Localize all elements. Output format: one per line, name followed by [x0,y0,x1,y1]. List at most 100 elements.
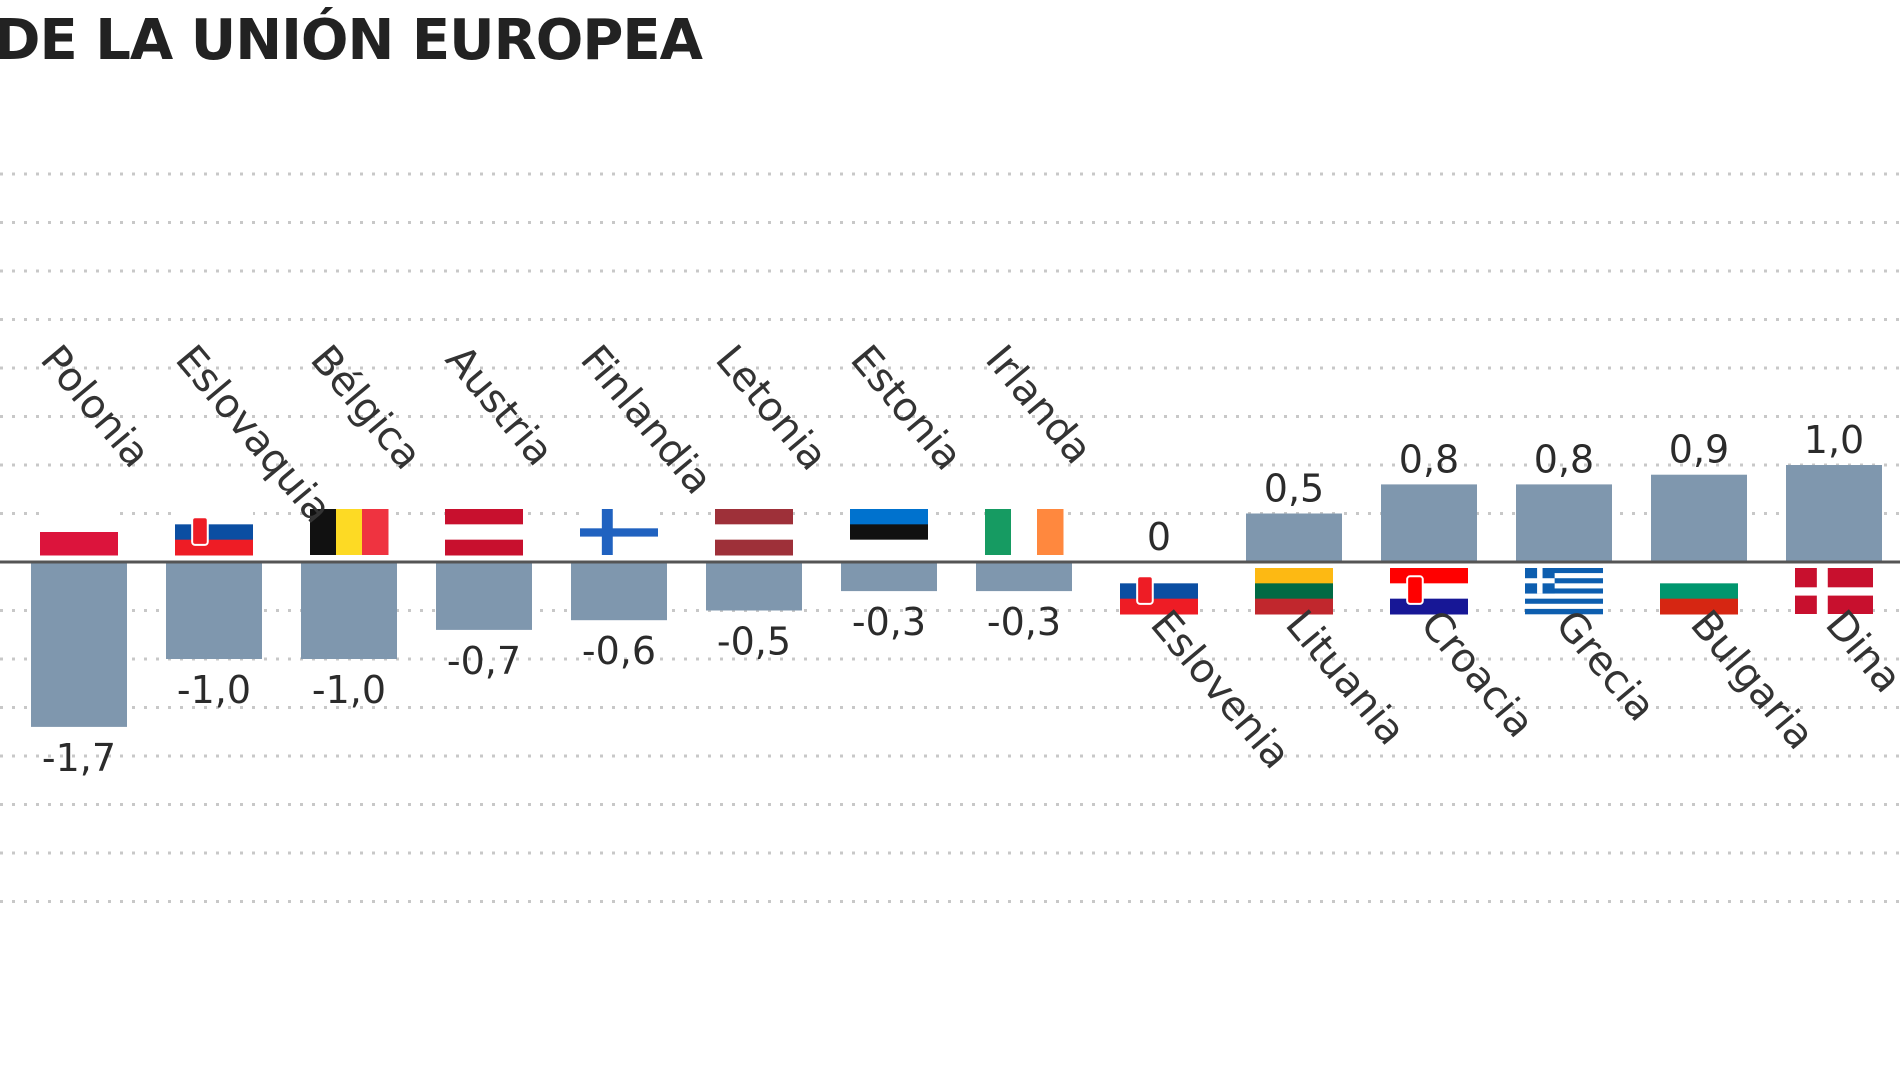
flag [985,509,1064,555]
bars [31,465,1882,727]
flag-stripe [1525,573,1603,579]
bar [1381,484,1477,562]
bar [166,562,262,659]
bar [31,562,127,727]
flag-stripe [1120,568,1198,584]
flag-stripe [1390,583,1468,600]
category-label: Bélgica [301,337,430,479]
flag [1795,568,1873,614]
category-label: Eslovenia [1141,602,1299,778]
flag-stripe [1660,568,1738,584]
flag-stripe [850,509,928,525]
flag-stripe [310,509,337,555]
chart-title: DE LA UNIÓN EUROPEA [0,8,703,73]
flag-emblem [1136,575,1154,605]
flag [715,509,793,556]
category-label: Dina [1816,602,1900,702]
flag-stripe [445,539,523,556]
value-label: 0,5 [1264,467,1324,511]
flag-stripe [1255,568,1333,584]
flag-stripe [1525,588,1603,594]
category-label: Irlanda [976,337,1101,473]
flag [40,509,118,556]
flag-stripe [175,539,253,556]
flag [310,509,389,555]
category-label: Croacia [1411,602,1543,747]
flag-cross [580,528,658,537]
flag [1660,568,1738,615]
flag-stripe [1525,593,1603,599]
flag-stripe [1390,568,1468,584]
flag-stripe [175,524,253,541]
value-label: -1,7 [42,736,116,780]
value-label: 1,0 [1804,418,1864,462]
flag-stripe [1525,598,1603,605]
flag-stripe [1525,578,1603,584]
category-label: Polonia [31,337,159,477]
bar [841,562,937,592]
value-labels: -1,7 -1,0 -1,0 -0,7 -0,6 -0,5 -0,3 -0,3 0 0,5 0,8 0… [42,418,1864,780]
value-label: -0,3 [852,600,926,644]
value-label: -0,5 [717,620,791,664]
flag-stripe [1525,603,1603,610]
value-label: 0,9 [1669,428,1729,472]
value-label: 0,8 [1399,437,1459,481]
value-label: -1,0 [177,668,251,712]
flag-emblem [191,516,209,546]
value-label: -1,0 [312,668,386,712]
flag-stripe [175,509,253,525]
flag [1120,568,1198,615]
flag-emblem [1406,575,1424,605]
category-label: Austria [436,337,562,475]
bar [1651,474,1747,562]
bar [571,562,667,621]
flag [1390,568,1468,615]
value-label: -0,6 [582,629,656,673]
flag-stripe [1660,583,1738,600]
flag-stripe [1011,509,1038,555]
flag [445,509,523,556]
category-label: Letonia [706,337,836,479]
bar [436,562,532,630]
category-label: Grecia [1546,602,1664,730]
flag-stripe [336,509,363,555]
flag-stripe [1525,608,1603,615]
bar [706,562,802,611]
flag-stripe [40,532,118,556]
flag-stripe [1255,598,1333,615]
bar [1516,484,1612,562]
category-label: Lituania [1276,602,1414,754]
flag-stripe [40,509,118,533]
flag-cross [1525,578,1555,584]
flag-stripe [1525,583,1603,589]
flag [1255,568,1333,615]
flag-stripe [850,524,928,541]
flag-stripe [445,524,523,541]
flag-stripe [985,509,1012,555]
flags [40,509,1873,615]
flag-stripe [850,539,928,556]
bar [1786,465,1882,562]
flag [850,509,928,556]
flag-stripe [1660,598,1738,615]
value-label: -0,3 [987,600,1061,644]
value-label: -0,7 [447,639,521,683]
category-label: Estonia [841,337,971,479]
flag-stripe [445,509,523,525]
bar [976,562,1072,592]
flag-stripe [715,524,793,541]
flag-stripe [715,509,793,525]
flag-stripe [1525,568,1603,574]
flag-stripe [1037,509,1064,555]
category-label: Bulgaria [1681,602,1823,759]
flag-cross [1795,587,1873,596]
bar [301,562,397,659]
flag-stripe [715,539,793,556]
value-label: 0,8 [1534,437,1594,481]
value-label: 0 [1147,515,1171,559]
flag-stripe [1255,583,1333,600]
flag [580,509,658,555]
flag [1525,568,1603,615]
flag-stripe [362,509,389,555]
